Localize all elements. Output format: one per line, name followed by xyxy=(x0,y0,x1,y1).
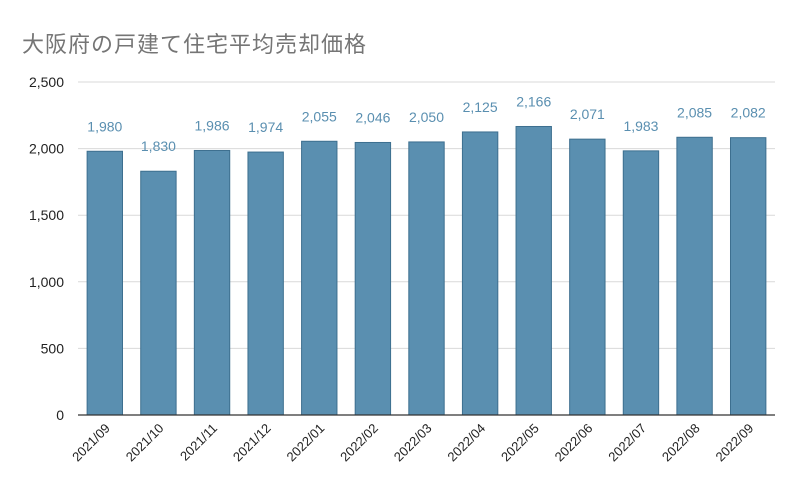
x-axis-labels: 2021/09 2021/10 2021/11 2021/12 2022/01 2022/… xyxy=(69,421,756,465)
x-tick-label: 2022/04 xyxy=(444,421,488,465)
y-tick-label: 1,500 xyxy=(29,207,64,223)
bar xyxy=(140,170,177,416)
y-tick-label: 2,000 xyxy=(29,141,64,157)
bar xyxy=(354,141,392,416)
data-label: 2,082 xyxy=(731,105,766,121)
x-tick-label: 2022/01 xyxy=(284,421,328,465)
bar xyxy=(515,125,552,416)
y-tick-label: 0 xyxy=(56,407,64,423)
bar xyxy=(86,150,124,416)
bars xyxy=(86,125,767,416)
y-tick-label: 2,500 xyxy=(29,74,64,90)
data-label: 2,085 xyxy=(677,104,712,120)
bar xyxy=(676,136,713,416)
data-label: 1,983 xyxy=(623,118,658,134)
bar xyxy=(408,141,445,416)
data-label: 2,055 xyxy=(302,108,337,124)
data-label: 2,046 xyxy=(355,109,390,125)
y-axis-ticks: 0 500 1,000 1,500 2,000 2,500 xyxy=(29,74,64,423)
x-tick-label: 2022/07 xyxy=(605,421,649,465)
data-label: 1,974 xyxy=(248,119,283,135)
x-tick-label: 2022/08 xyxy=(659,421,703,465)
data-label: 1,986 xyxy=(195,117,230,133)
y-tick-label: 1,000 xyxy=(29,274,64,290)
chart-title: 大阪府の戸建て住宅平均売却価格 xyxy=(22,33,368,58)
bar xyxy=(301,140,338,416)
x-tick-label: 2022/02 xyxy=(337,421,381,465)
bar xyxy=(569,138,606,416)
data-label: 2,050 xyxy=(409,109,444,125)
x-tick-label: 2022/06 xyxy=(552,421,596,465)
x-tick-label: 2021/09 xyxy=(69,421,113,465)
data-labels: 1,980 1,830 1,986 1,974 2,055 2,046 2,050 2,125… xyxy=(87,93,766,154)
data-label: 2,166 xyxy=(516,93,551,109)
x-tick-label: 2022/09 xyxy=(712,421,756,465)
bar xyxy=(247,151,284,416)
bar xyxy=(461,131,499,416)
bar xyxy=(622,150,660,416)
x-tick-label: 2022/03 xyxy=(391,421,435,465)
bar xyxy=(729,137,767,416)
data-label: 1,980 xyxy=(87,118,122,134)
y-tick-label: 500 xyxy=(41,340,65,356)
x-tick-label: 2021/11 xyxy=(177,421,220,464)
x-tick-label: 2022/05 xyxy=(498,421,542,465)
data-label: 2,125 xyxy=(463,99,498,115)
x-tick-label: 2021/10 xyxy=(123,421,167,465)
x-tick-label: 2021/12 xyxy=(230,421,274,465)
bar xyxy=(193,149,231,416)
data-label: 2,071 xyxy=(570,106,605,122)
data-label: 1,830 xyxy=(141,138,176,154)
